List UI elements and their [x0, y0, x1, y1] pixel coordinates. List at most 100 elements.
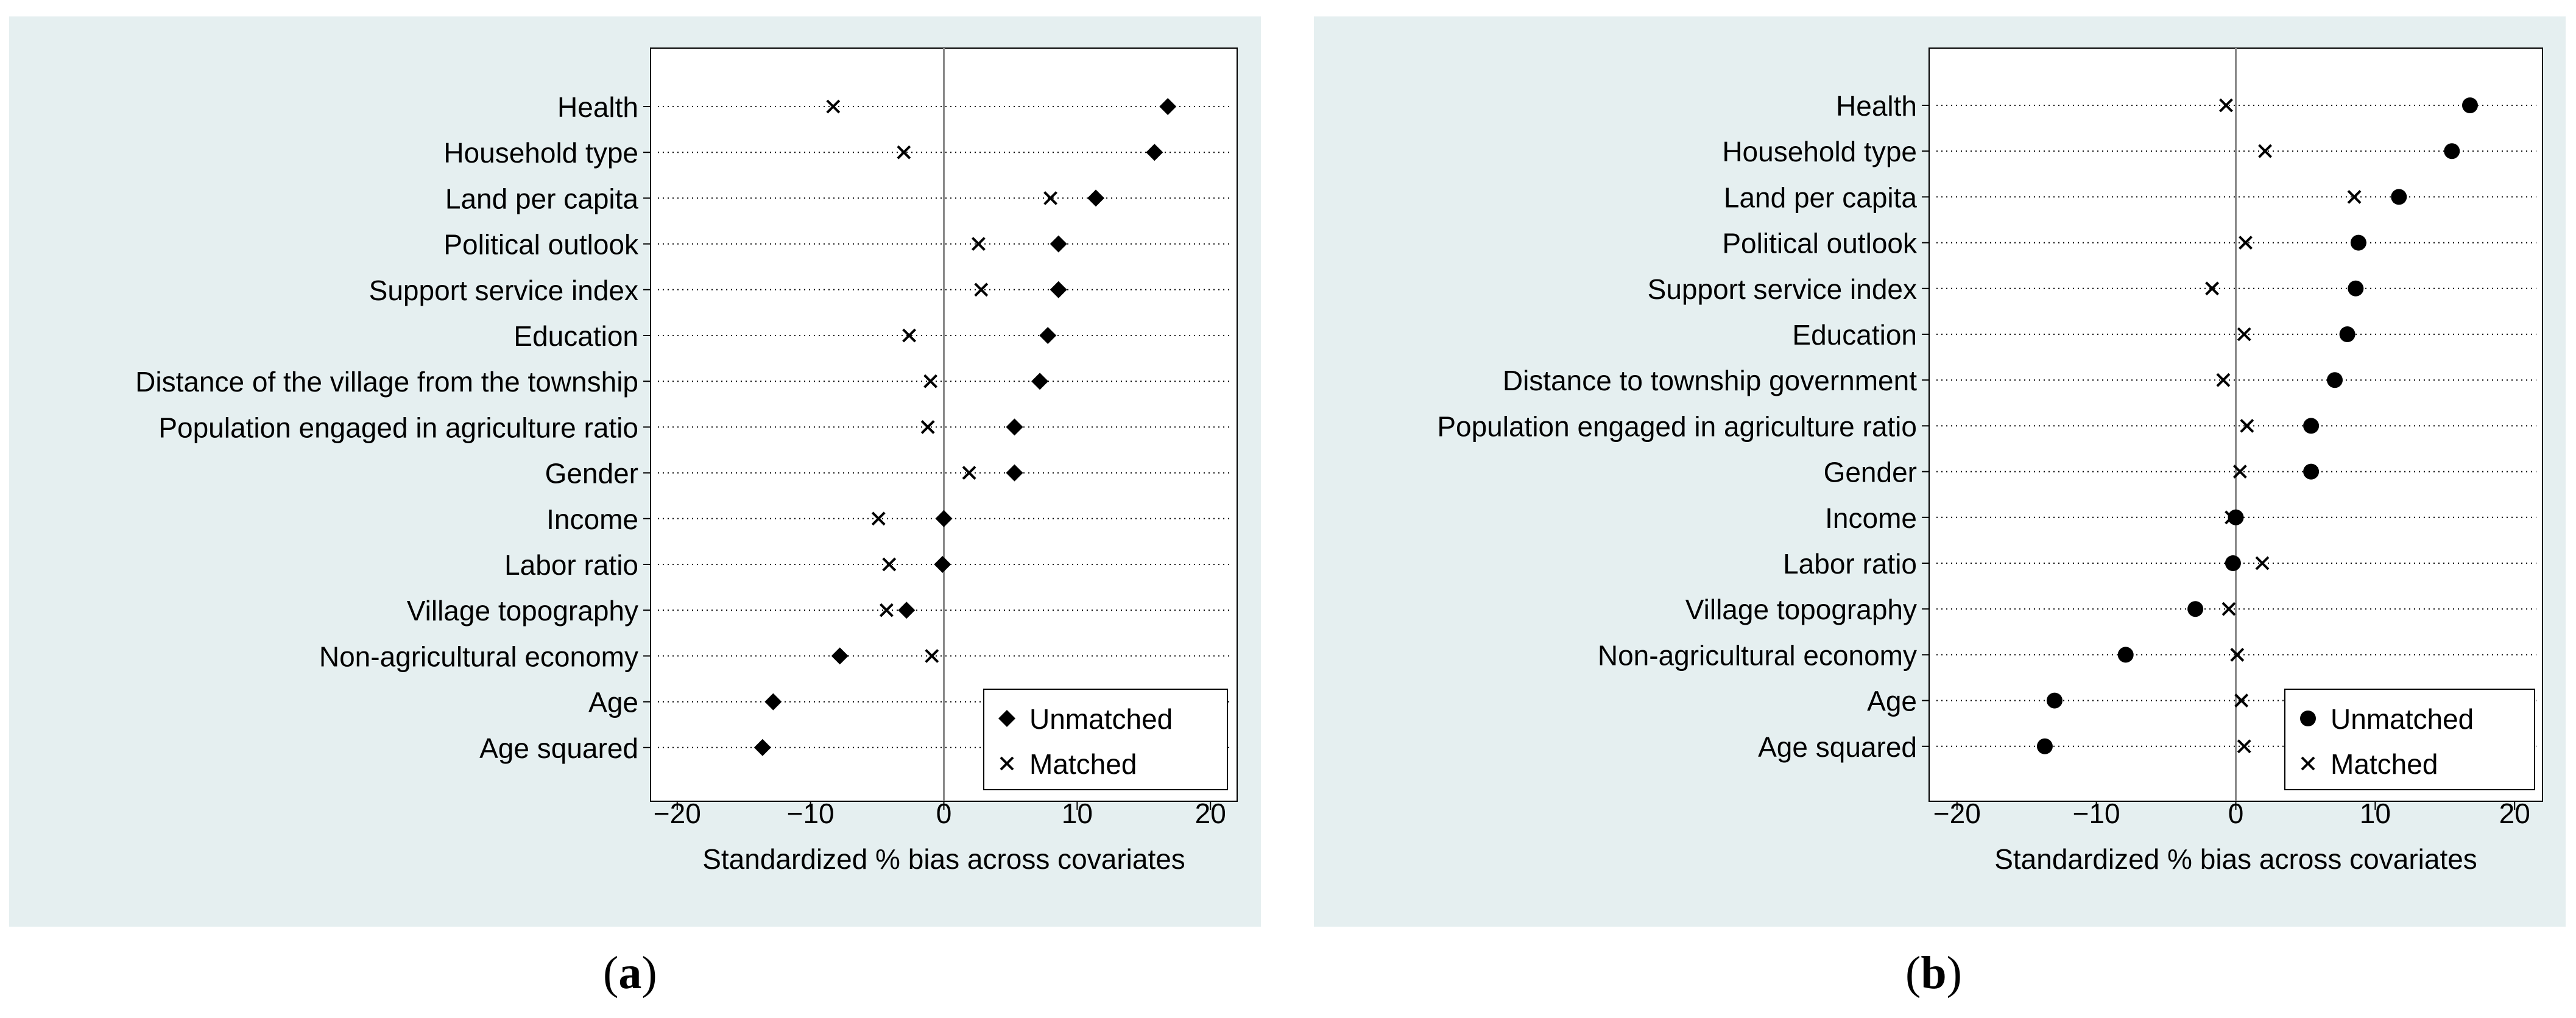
point-unmatched — [831, 647, 849, 665]
point-unmatched — [2117, 647, 2134, 663]
point-matched — [879, 603, 894, 617]
point-unmatched — [2348, 280, 2364, 297]
point-unmatched — [1146, 144, 1163, 161]
point-unmatched — [1159, 98, 1177, 115]
y-category-label: Support service index — [369, 275, 638, 306]
y-category-label: Political outlook — [443, 229, 639, 261]
point-matched — [2237, 739, 2251, 754]
x-axis-label: Standardized % bias across covariates — [1994, 843, 2477, 875]
point-matched — [2230, 647, 2245, 662]
legend-label: Unmatched — [2331, 703, 2474, 735]
y-category-label: Household type — [443, 137, 638, 169]
point-matched — [897, 145, 911, 160]
point-unmatched — [898, 602, 916, 619]
y-category-label: Land per capita — [1724, 181, 1918, 213]
y-category-label: Labor ratio — [1783, 548, 1917, 580]
point-unmatched — [1050, 281, 1067, 298]
chart-panel-b: −20 −10 0 10 20 Standardized % bias across co… — [1314, 16, 2566, 927]
y-category-label: Gender — [1824, 457, 1917, 488]
point-unmatched — [2187, 601, 2204, 617]
y-category-label: Education — [1792, 319, 1917, 351]
x-tick-label: 10 — [2360, 798, 2391, 829]
x-tick-label: −10 — [787, 798, 835, 829]
legend-marker-matched — [2301, 756, 2315, 771]
point-unmatched — [2046, 692, 2063, 709]
legend-box — [983, 689, 1228, 790]
y-category-label: Support service index — [1648, 273, 1917, 305]
point-matched — [2234, 693, 2249, 708]
point-unmatched — [753, 739, 771, 756]
point-unmatched — [935, 510, 953, 527]
x-tick-label: 20 — [1195, 798, 1226, 829]
point-unmatched — [1031, 373, 1049, 390]
point-matched — [971, 237, 986, 251]
point-unmatched — [2225, 555, 2241, 571]
point-unmatched — [1006, 418, 1023, 436]
x-tick-label: 20 — [2499, 798, 2530, 829]
point-unmatched — [2339, 326, 2355, 342]
point-matched — [871, 511, 886, 526]
y-category-label: Income — [546, 504, 638, 535]
legend-marker-unmatched — [2300, 711, 2316, 726]
point-matched — [974, 283, 989, 297]
point-unmatched — [1050, 235, 1067, 253]
point-matched — [962, 466, 976, 480]
point-unmatched — [2461, 97, 2478, 113]
caption-b: (b) — [1905, 947, 1962, 999]
point-matched — [826, 99, 841, 114]
point-matched — [2219, 98, 2233, 113]
point-unmatched — [2350, 234, 2366, 251]
point-matched — [2221, 602, 2236, 616]
y-category-label: Age squared — [479, 732, 638, 764]
point-unmatched — [934, 556, 951, 573]
legend-box — [2284, 689, 2535, 790]
point-matched — [2255, 556, 2270, 570]
y-category-label: Health — [557, 91, 638, 123]
point-matched — [2239, 236, 2253, 250]
chart-b-svg: −20 −10 0 10 20 Standardized % bias across co… — [1437, 47, 2543, 875]
point-matched — [2225, 510, 2239, 525]
legend-marker-unmatched — [998, 710, 1015, 727]
y-category-label: Village topography — [1685, 594, 1917, 625]
x-tick-label: −20 — [654, 798, 701, 829]
point-matched — [2232, 465, 2247, 479]
point-matched — [925, 648, 939, 663]
point-matched — [2258, 144, 2272, 158]
point-matched — [882, 557, 897, 572]
point-matched — [902, 328, 917, 343]
y-category-label: Education — [513, 320, 638, 352]
point-matched — [1043, 191, 1058, 205]
chart-a-svg: −20 −10 0 10 20 Standardized % bias across co… — [135, 47, 1238, 875]
point-unmatched — [2303, 418, 2320, 434]
y-category-label: Distance to township government — [1503, 365, 1917, 396]
point-matched — [2240, 418, 2254, 433]
x-tick-label: 0 — [2228, 798, 2244, 829]
y-category-label: Village topography — [407, 595, 638, 627]
legend-label: Matched — [1029, 748, 1137, 780]
point-unmatched — [1039, 327, 1057, 344]
point-unmatched — [2303, 463, 2320, 480]
x-axis-label: Standardized % bias across covariates — [702, 843, 1185, 875]
point-matched — [2347, 189, 2362, 204]
caption-a: (a) — [603, 947, 657, 999]
point-unmatched — [2326, 372, 2343, 388]
point-unmatched — [1087, 189, 1105, 207]
y-category-label: Non-agricultural economy — [319, 641, 638, 672]
point-unmatched — [2444, 143, 2460, 160]
y-category-label: Population engaged in agriculture ratio — [1437, 410, 1917, 442]
point-unmatched — [2391, 189, 2407, 205]
x-tick-label: −20 — [1933, 798, 1981, 829]
y-category-label: Population engaged in agriculture ratio — [158, 412, 638, 443]
point-unmatched — [2228, 509, 2244, 525]
y-category-label: Land per capita — [445, 183, 639, 214]
point-unmatched — [764, 693, 782, 711]
y-category-label: Age squared — [1758, 731, 1917, 763]
point-matched — [920, 419, 935, 434]
x-tick-label: 10 — [1062, 798, 1093, 829]
x-tick-label: −10 — [2073, 798, 2120, 829]
legend-label: Matched — [2331, 748, 2438, 780]
legend-marker-matched — [1000, 756, 1014, 771]
point-unmatched — [1006, 464, 1023, 482]
y-category-label: Age — [1867, 686, 1917, 717]
y-category-label: Non-agricultural economy — [1598, 639, 1917, 671]
